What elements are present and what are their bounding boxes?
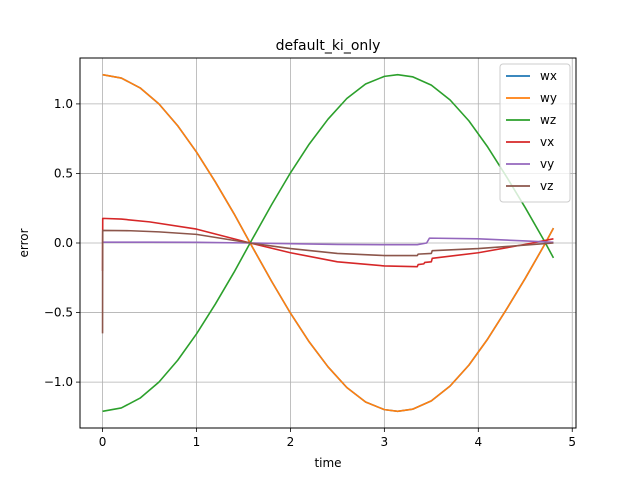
y-tick-label: 0.0 (54, 236, 73, 250)
legend-label-wy: wy (540, 91, 557, 105)
y-tick-label: −1.0 (44, 375, 73, 389)
series-line-vz (101, 229, 554, 334)
x-tick-label: 1 (193, 435, 201, 449)
x-tick-label: 2 (287, 435, 295, 449)
legend-label-wz: wz (540, 113, 556, 127)
legend-label-vy: vy (540, 157, 554, 171)
chart-title: default_ki_only (276, 38, 381, 54)
x-tick-label: 0 (99, 435, 107, 449)
x-tick-label: 3 (381, 435, 389, 449)
legend-label-wx: wx (540, 69, 557, 83)
legend-box (499, 63, 571, 203)
y-axis-title: error (17, 228, 31, 257)
legend-label-vx: vx (540, 135, 554, 149)
x-tick-label: 4 (474, 435, 482, 449)
x-tick-label: 5 (568, 435, 576, 449)
series-line-vx (101, 217, 554, 271)
series-line-vy (101, 237, 554, 246)
ticks: 0 1 2 3 4 5 −1.0 −0.5 0.0 0.5 1.0 (44, 97, 576, 449)
series-line-wy (102, 73, 555, 413)
legend-label-vz: vz (540, 179, 553, 193)
series-lines (101, 73, 555, 413)
x-axis-title: time (314, 456, 341, 470)
legend: wx wy wz vx vy vz (499, 63, 571, 203)
y-tick-label: 1.0 (54, 97, 73, 111)
series-line-wz (102, 73, 555, 413)
y-tick-label: 0.5 (54, 166, 73, 180)
y-tick-label: −0.5 (44, 306, 73, 320)
